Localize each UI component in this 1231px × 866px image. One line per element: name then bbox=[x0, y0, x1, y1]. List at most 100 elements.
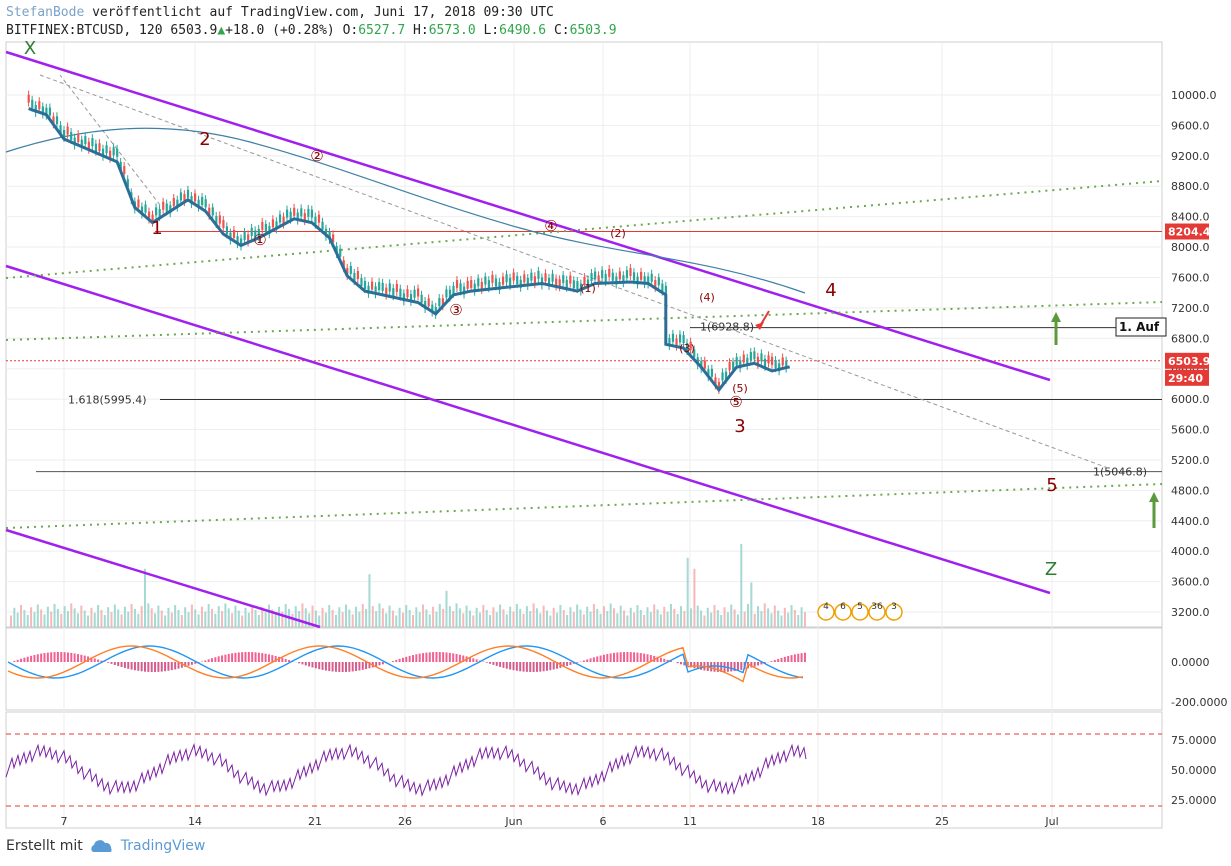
macd-histogram-bar bbox=[777, 658, 780, 662]
candle-body bbox=[385, 287, 388, 296]
candle-body bbox=[537, 270, 540, 279]
macd-histogram-bar bbox=[338, 662, 341, 672]
candle-body bbox=[119, 161, 122, 170]
volume-bar bbox=[217, 606, 220, 627]
macd-histogram-bar bbox=[154, 662, 157, 672]
volume-bar bbox=[733, 609, 736, 627]
macd-histogram-bar bbox=[395, 659, 398, 662]
candle-body bbox=[678, 334, 682, 343]
volume-bar bbox=[656, 609, 659, 627]
minor-wave-label: (3) bbox=[679, 342, 695, 355]
candle-body bbox=[402, 293, 406, 302]
candle-body bbox=[66, 126, 69, 135]
wave-label: X bbox=[24, 38, 36, 59]
macd-histogram-bar bbox=[455, 653, 458, 662]
volume-bar bbox=[479, 612, 481, 627]
event-badge-text: 3 bbox=[891, 602, 897, 612]
macd-histogram-bar bbox=[257, 652, 260, 662]
ema-short-line bbox=[28, 107, 791, 393]
candle-body bbox=[303, 213, 306, 222]
macd-histogram-bar bbox=[348, 662, 351, 672]
macd-histogram-bar bbox=[63, 652, 66, 662]
macd-tick-label: -200.0000 bbox=[1171, 696, 1227, 709]
event-badge-icon bbox=[868, 603, 886, 621]
volume-bar bbox=[157, 605, 160, 627]
macd-histogram-bar bbox=[381, 662, 384, 665]
volume-bar bbox=[227, 608, 230, 627]
footer-brand[interactable]: TradingView bbox=[120, 838, 206, 854]
macd-histogram-bar bbox=[123, 662, 126, 668]
candle-body bbox=[296, 212, 299, 221]
volume-bar bbox=[194, 609, 197, 627]
macd-histogram-bar bbox=[519, 662, 522, 672]
candle-body bbox=[137, 199, 140, 208]
volume-bar bbox=[241, 615, 244, 627]
macd-histogram-bar bbox=[83, 655, 86, 662]
volume-bar bbox=[63, 606, 66, 627]
volume-bar bbox=[87, 615, 90, 627]
volume-bar bbox=[549, 615, 552, 627]
volume-bar bbox=[445, 590, 448, 627]
volume-bar bbox=[572, 612, 575, 627]
macd-histogram-bar bbox=[582, 660, 585, 662]
volume-bar bbox=[539, 613, 542, 627]
volume-bar bbox=[73, 608, 76, 627]
candle-body bbox=[654, 280, 657, 289]
wave-label: 4 bbox=[825, 280, 836, 301]
x-tick-label: 14 bbox=[188, 815, 202, 828]
macd-histogram-bar bbox=[144, 662, 146, 672]
candle-body bbox=[487, 280, 490, 289]
macd-histogram-bar bbox=[351, 662, 354, 672]
x-tick-label: 7 bbox=[61, 815, 68, 828]
macd-histogram-bar bbox=[425, 652, 428, 662]
candle-body bbox=[77, 134, 80, 143]
volume-bar bbox=[569, 607, 572, 627]
macd-histogram-bar bbox=[462, 655, 465, 662]
macd-histogram-bar bbox=[787, 655, 790, 662]
symbol-label[interactable]: BITFINEX:BTCUSD, 120 bbox=[6, 23, 163, 38]
volume-bar bbox=[458, 608, 461, 627]
candle-body bbox=[307, 208, 310, 217]
candle-body bbox=[547, 277, 551, 286]
candle-body bbox=[452, 285, 455, 294]
candle-body bbox=[388, 283, 391, 292]
candle-body bbox=[657, 277, 660, 286]
macd-tick-label: 0.0000 bbox=[1171, 656, 1210, 669]
macd-histogram-bar bbox=[783, 656, 786, 662]
author-name[interactable]: StefanBode bbox=[6, 5, 85, 20]
macd-histogram-bar bbox=[505, 662, 508, 669]
candle-body bbox=[565, 279, 568, 288]
candle-body bbox=[144, 204, 147, 213]
volume-bar bbox=[398, 607, 401, 627]
macd-histogram-bar bbox=[251, 652, 254, 662]
candle-body bbox=[250, 227, 253, 236]
volume-bar bbox=[562, 610, 565, 627]
volume-bar bbox=[331, 610, 334, 627]
volume-bar bbox=[499, 604, 502, 627]
candle-body bbox=[526, 277, 529, 286]
macd-histogram-bar bbox=[458, 654, 461, 662]
macd-histogram-bar bbox=[73, 653, 76, 662]
candle-body bbox=[293, 207, 296, 216]
volume-bar bbox=[167, 607, 170, 627]
macd-histogram-bar bbox=[800, 653, 803, 662]
ema-long-line bbox=[5, 127, 806, 294]
volume-bar bbox=[60, 613, 63, 627]
symbol-legend: BITFINEX:BTCUSD, 120 6503.9▲+18.0 (+0.28… bbox=[6, 23, 617, 38]
candle-body bbox=[98, 143, 101, 152]
candle-body bbox=[310, 209, 313, 218]
tag-current-bg bbox=[1165, 352, 1209, 369]
candle-body bbox=[778, 363, 781, 372]
y-tick-label: 8800.0 bbox=[1171, 180, 1210, 193]
macd-histogram-bar bbox=[596, 656, 599, 662]
volume-bar bbox=[291, 613, 294, 627]
candle-body bbox=[232, 229, 236, 238]
volume-bar bbox=[680, 606, 682, 627]
price-change: +18.0 (+0.28%) bbox=[225, 23, 335, 38]
volume-bar bbox=[137, 613, 140, 627]
macd-histogram-bar bbox=[693, 662, 696, 669]
x-tick-label: Jun bbox=[504, 815, 522, 828]
candle-body bbox=[278, 214, 282, 223]
candle-body bbox=[601, 270, 604, 279]
